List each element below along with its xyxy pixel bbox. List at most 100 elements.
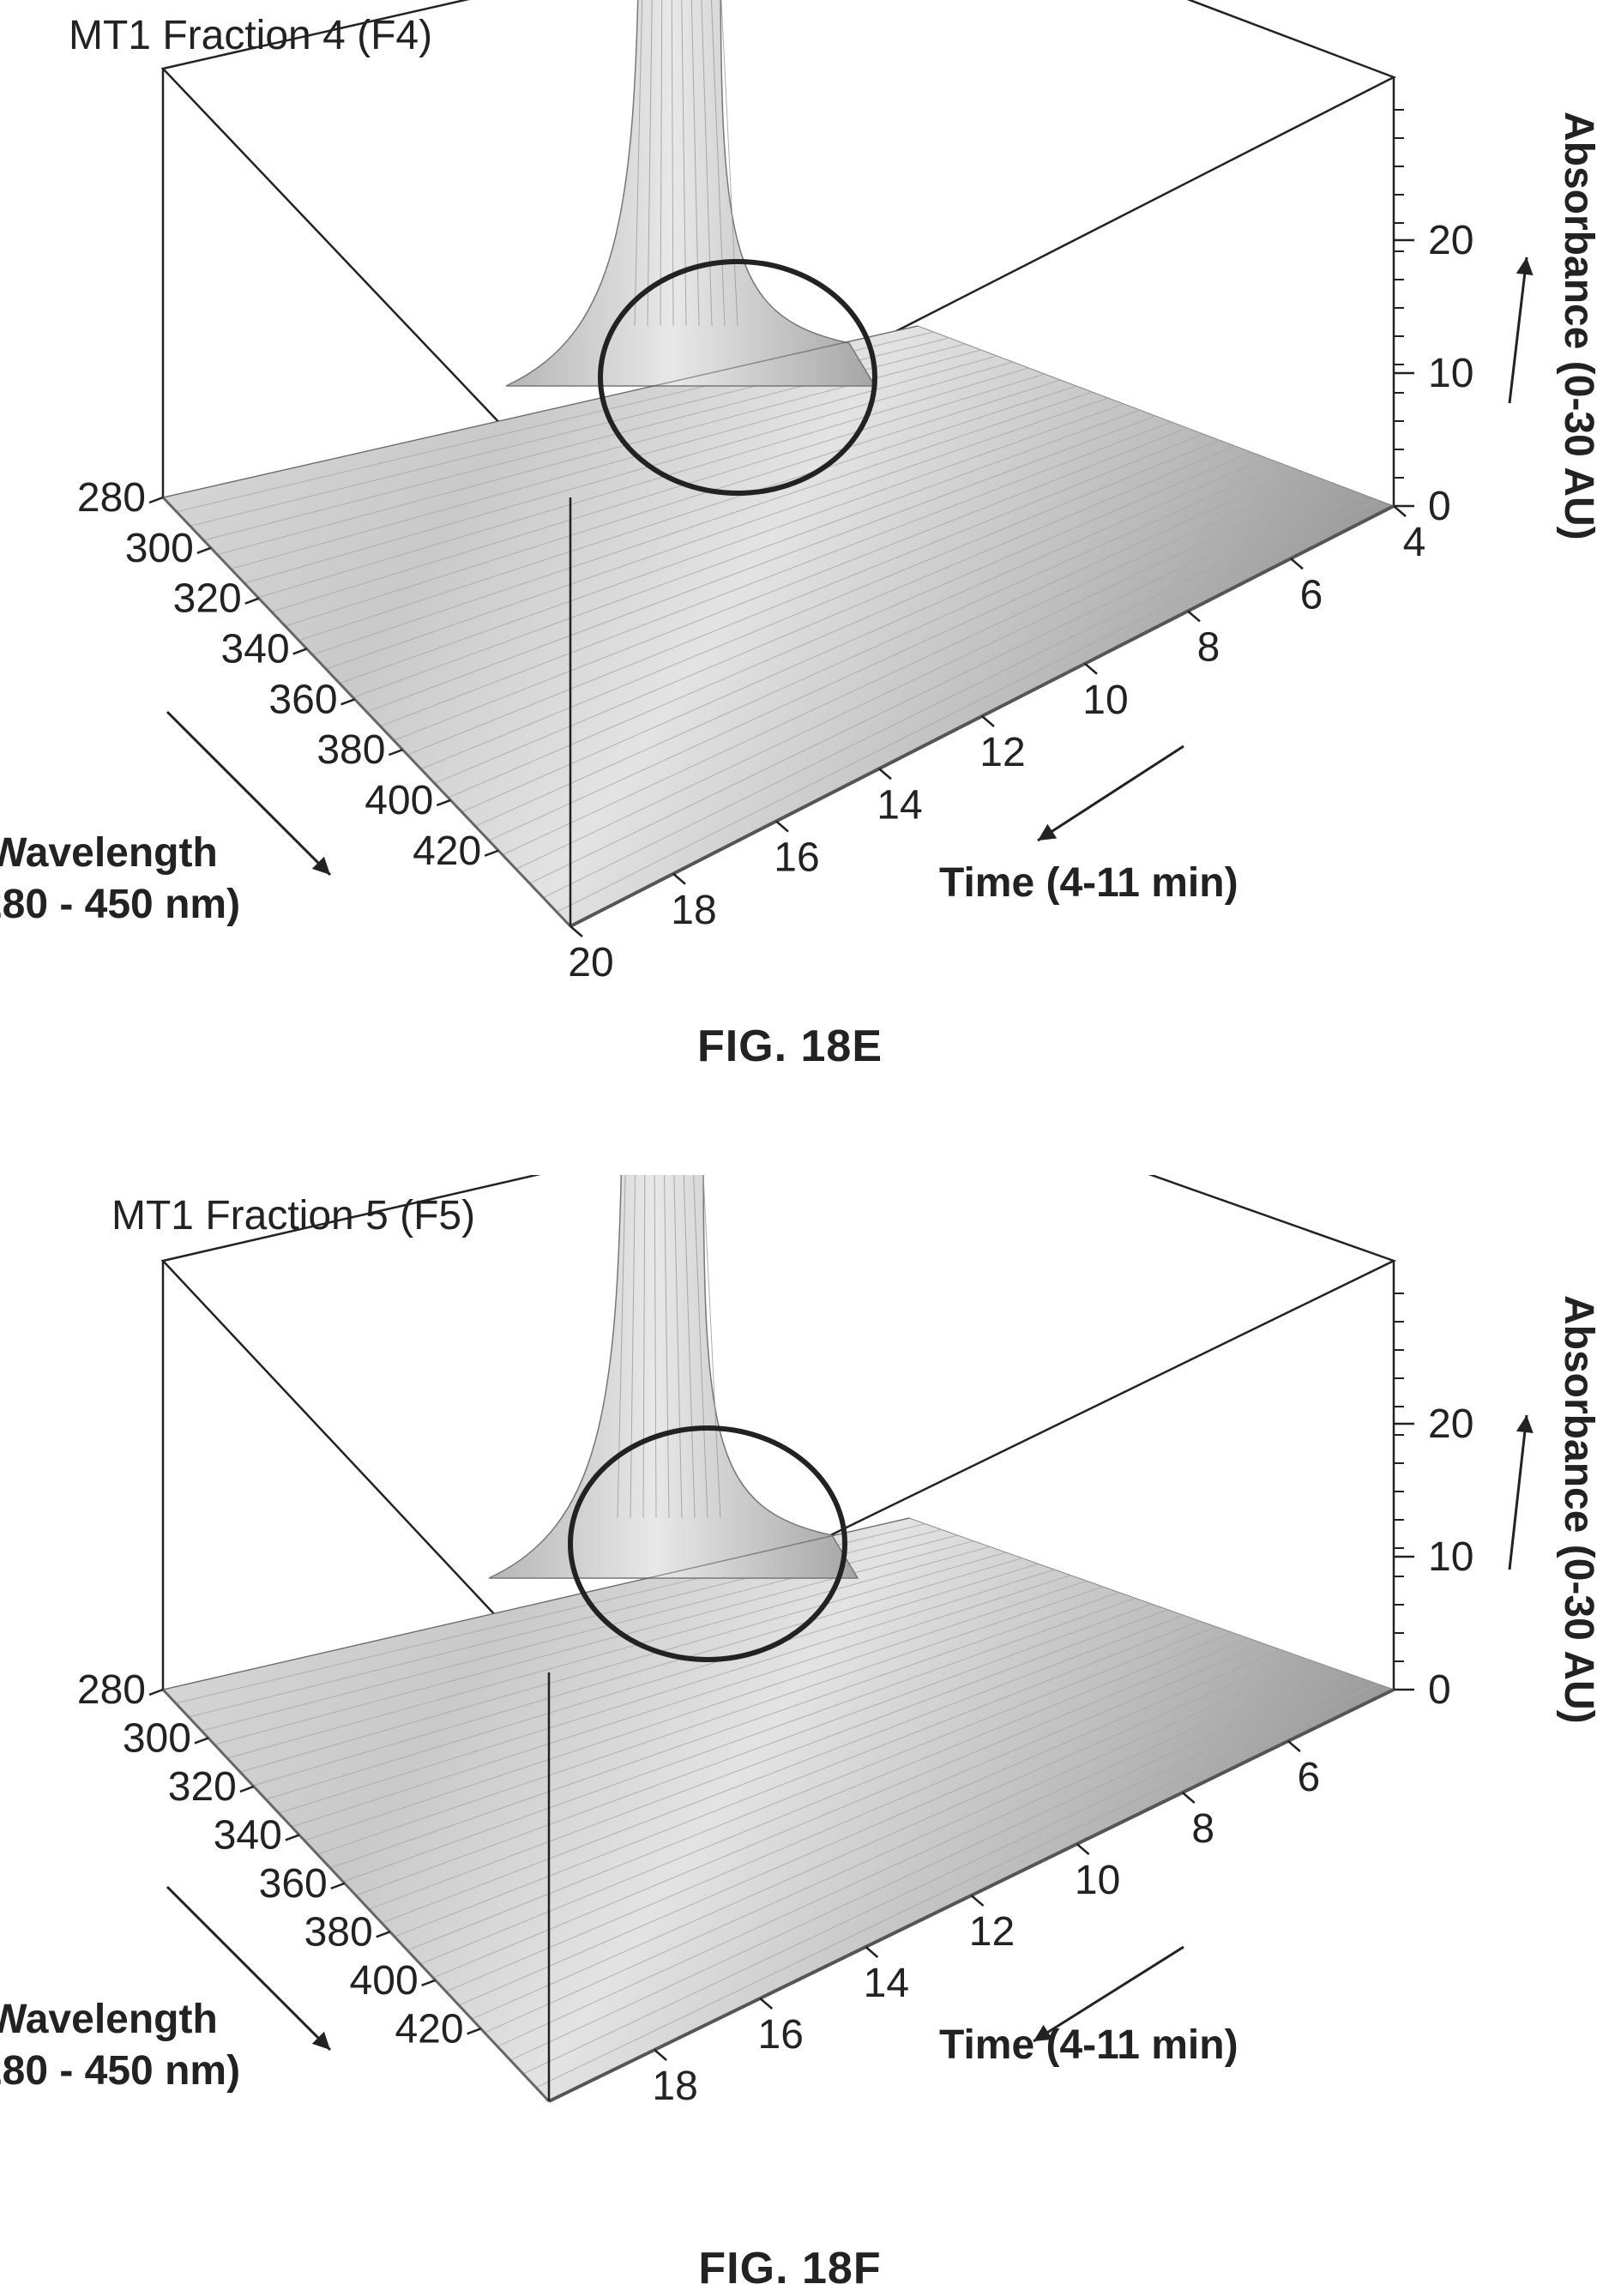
mesh-line [642, 1175, 646, 1519]
absorbance-axis: 0 10 20 [1394, 1293, 1473, 1713]
tick-label: 6 [1300, 572, 1323, 618]
tick-label: 20 [568, 940, 613, 985]
mesh-line [634, 0, 643, 327]
tick-mark [285, 1834, 300, 1841]
tick-label: 10 [1075, 1858, 1120, 1903]
mesh-line [529, 487, 1347, 884]
mesh-line [407, 1626, 1217, 1951]
mesh-line [316, 1586, 1104, 1855]
tick-mark [775, 820, 789, 833]
mesh-line [368, 1609, 1168, 1910]
mesh-line [522, 1678, 1362, 2075]
mesh-line [556, 499, 1378, 913]
surface-edge [161, 496, 572, 928]
mesh-line [311, 391, 1093, 655]
mesh-line [630, 1175, 636, 1519]
tick-mark [1181, 1792, 1196, 1804]
tick-label: 420 [395, 2006, 463, 2052]
tick-label: 0 [1428, 1667, 1451, 1713]
absorbance-arrow [1508, 256, 1534, 404]
mesh-line [434, 445, 1236, 784]
mesh-line [329, 1592, 1120, 1869]
mesh-line [461, 457, 1268, 813]
mesh-line [693, 1175, 708, 1519]
mesh-line [342, 1597, 1136, 1883]
mesh-line [471, 1654, 1298, 2020]
mesh-line [325, 397, 1109, 670]
tick-mark [340, 698, 355, 706]
tick-label: 280 [77, 1667, 146, 1713]
surface-edge [161, 1688, 551, 2103]
figure-18f: MT1 Fraction 5 (F5) 280 300 320 340 360 380 40… [0, 1175, 1597, 2293]
absorbance-axis-title: Absorbance (0-30 AU) [1556, 111, 1597, 540]
mesh-line [458, 1648, 1281, 2006]
mesh-line [298, 385, 1077, 642]
mesh-line [285, 379, 1061, 627]
tick-label: 8 [1197, 625, 1220, 671]
tick-label: 16 [758, 2012, 804, 2058]
tick-label: 320 [168, 1764, 237, 1810]
time-arrow [1037, 744, 1184, 842]
tick-label: 8 [1191, 1806, 1214, 1852]
plot-box [160, 1175, 1397, 1690]
mesh-line [683, 1175, 696, 1519]
wavelength-arrow [166, 1885, 332, 2052]
tick-mark [239, 1785, 255, 1793]
mesh-line [291, 1575, 1071, 1828]
mesh-line [381, 1614, 1184, 1924]
tick-mark [194, 1737, 209, 1745]
mesh-line [654, 1175, 657, 1519]
mesh-line [252, 1558, 1023, 1787]
tick-label: 10 [1428, 1534, 1473, 1580]
figure-18e: MT1 Fraction 4 (F4) 280 300 320 340 360 380 40… [0, 0, 1597, 1115]
mesh-line [497, 1666, 1329, 2047]
wavelength-arrow [166, 710, 332, 877]
tick-label: 300 [123, 1715, 191, 1761]
mesh-line [304, 1580, 1088, 1841]
surface-plot: 2803003203403603804004204681012141618200… [0, 0, 1597, 985]
box-edge [162, 1517, 910, 1690]
mesh-line [535, 1683, 1378, 2088]
mesh-line [660, 0, 663, 327]
tick-mark [1287, 1740, 1301, 1752]
tick-label: 300 [125, 526, 194, 571]
mesh-line [271, 373, 1046, 612]
tick-mark [865, 1946, 879, 1958]
annotation-circle [568, 1425, 847, 1662]
tick-mark [376, 1931, 391, 1938]
mesh-line [355, 1603, 1152, 1896]
tick-label: 20 [1428, 218, 1473, 263]
tick-mark [421, 1979, 437, 1986]
tick-label: 12 [979, 730, 1025, 775]
mesh-line [543, 493, 1363, 899]
tick-label: 360 [268, 677, 337, 722]
time-axis: 6 8 10 12 14 16 18 [652, 1740, 1320, 2109]
mesh-line [419, 1631, 1232, 1965]
mesh-line [239, 1552, 1007, 1773]
tick-label: 340 [214, 1812, 282, 1858]
tick-label: 18 [652, 2064, 697, 2109]
tick-mark [1393, 505, 1407, 517]
tick-mark [981, 715, 995, 727]
mesh-line [673, 1175, 683, 1519]
mesh-line [420, 439, 1220, 770]
time-axis: 4 6 8 10 12 14 16 18 20 [568, 505, 1425, 985]
tick-mark [330, 1882, 346, 1890]
figure-caption: FIG. 18E [696, 1021, 883, 1071]
wavelength-axis-title: Wavelength [0, 830, 218, 876]
mesh-line [380, 421, 1172, 727]
mesh-line [366, 415, 1156, 713]
tick-mark [148, 496, 164, 504]
mesh-line [509, 1672, 1346, 2061]
tick-mark [878, 768, 892, 780]
mesh-line [445, 1643, 1265, 1992]
annotation-circle [598, 259, 877, 496]
tick-label: 12 [969, 1909, 1015, 1955]
mesh-line [257, 367, 1029, 599]
time-axis-title: Time (4-11 min) [939, 2022, 1238, 2068]
wavelength-axis-unit: (280 - 450 nm) [0, 882, 240, 927]
box-edge [162, 325, 919, 498]
mesh-line [353, 409, 1141, 698]
